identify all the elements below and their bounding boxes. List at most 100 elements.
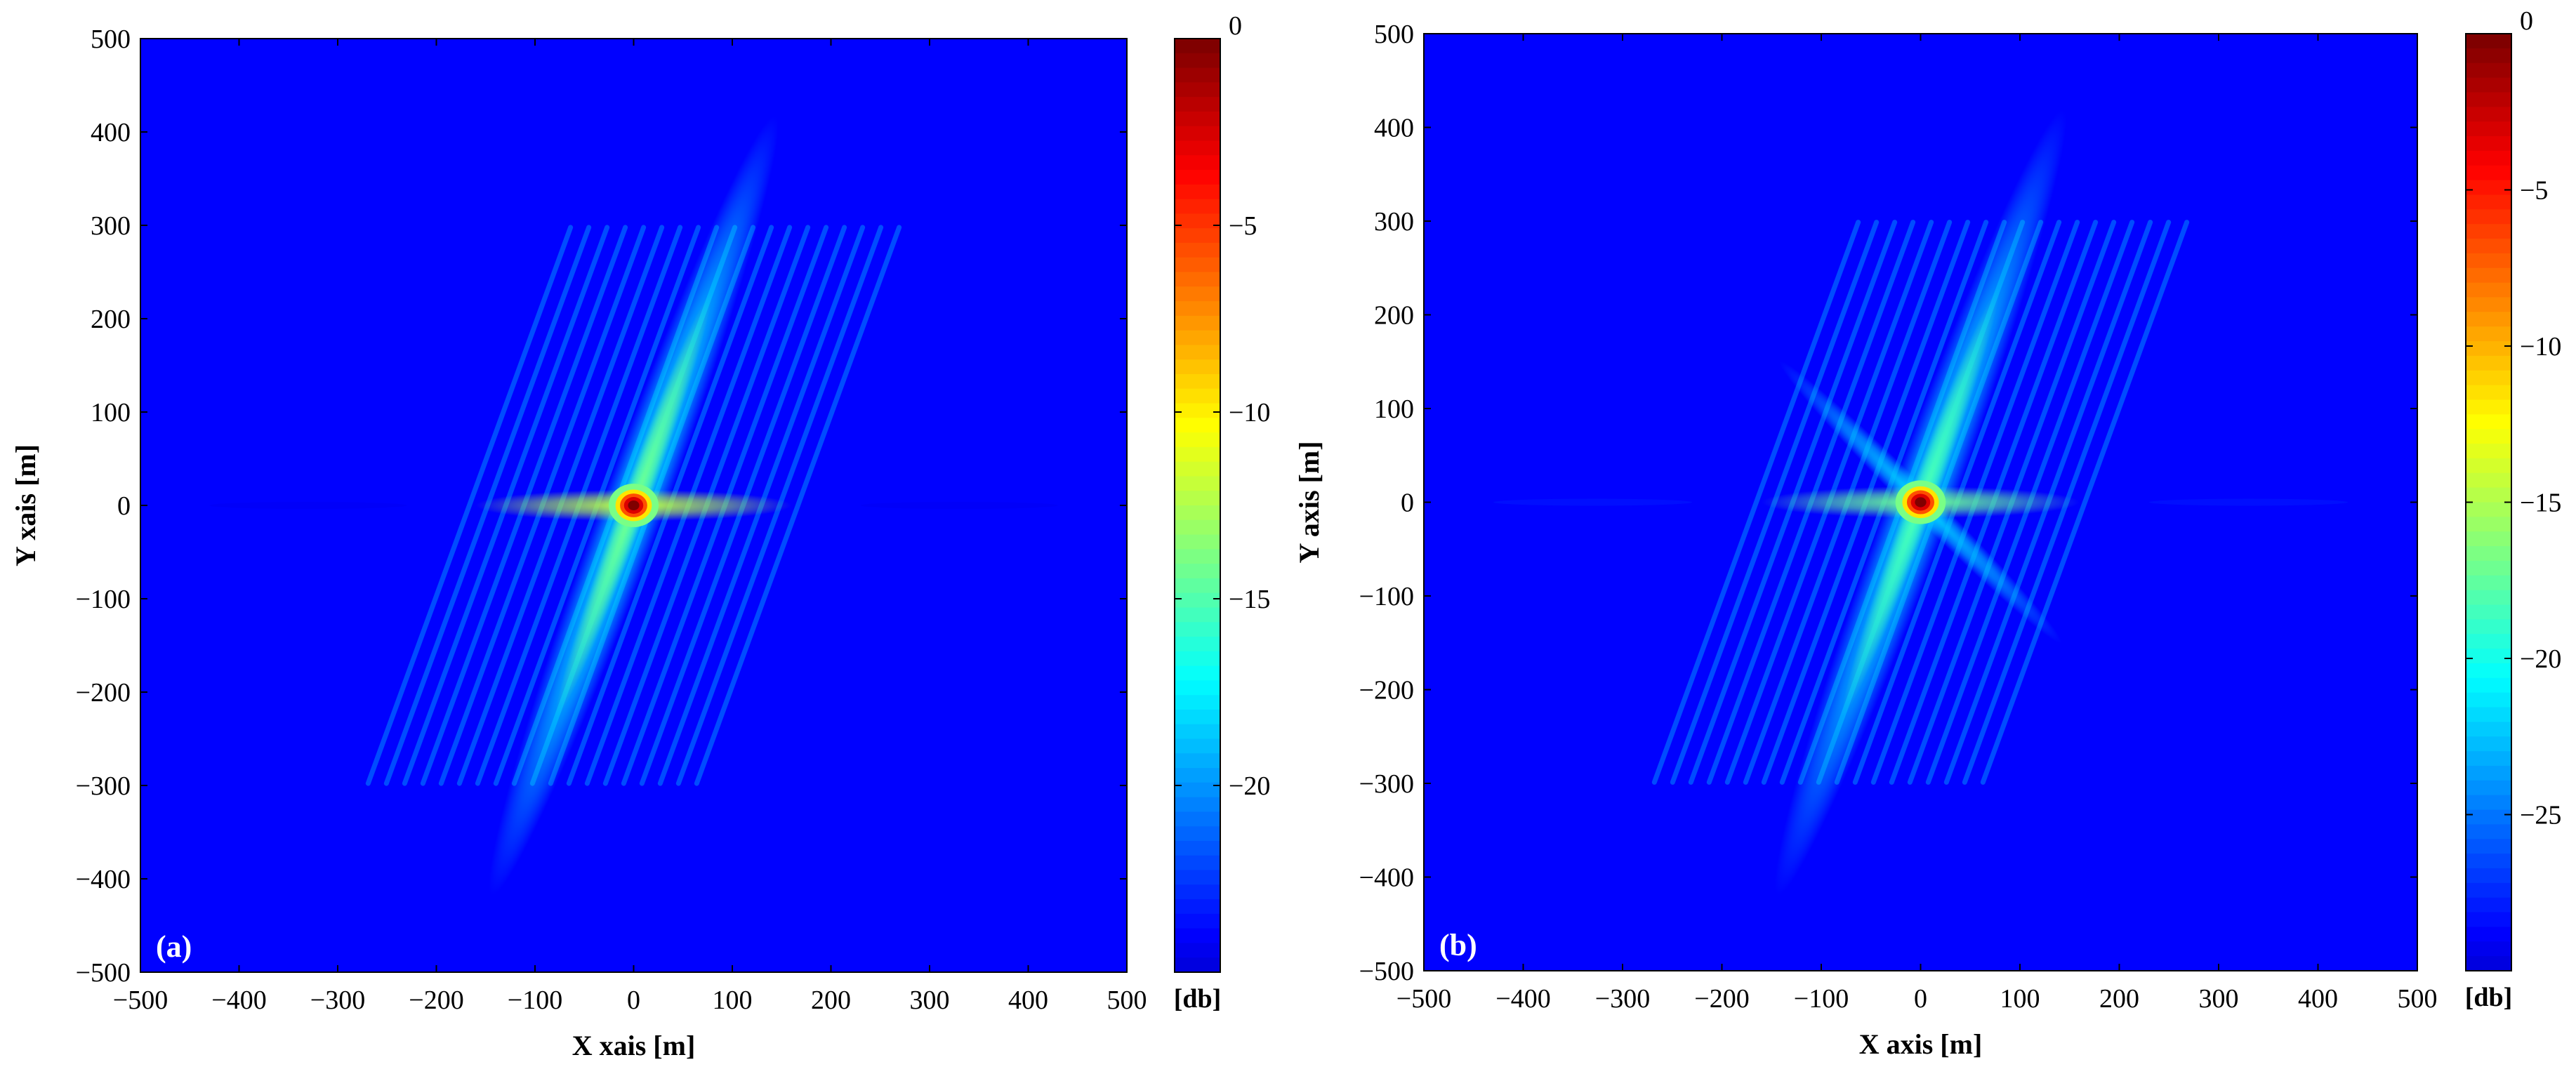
colorbar-segment (2466, 312, 2511, 328)
colorbar-segment (2466, 546, 2511, 562)
colorbar-segment (1175, 461, 1220, 477)
colorbar-segment (1175, 170, 1220, 185)
x-tick-label: 500 (1107, 986, 1147, 1015)
y-tick-label: −300 (76, 771, 131, 801)
x-tick-label: −200 (1694, 984, 1749, 1014)
y-tick-label: −100 (76, 585, 131, 614)
x-tick-label: 400 (1008, 986, 1048, 1015)
y-axis-label: Y xais [m] (10, 444, 41, 566)
colorbar-segment (1175, 519, 1220, 536)
x-tick-label: −100 (508, 986, 562, 1015)
colorbar-segment (1175, 140, 1220, 157)
y-tick-label: −500 (76, 958, 131, 988)
colorbar-segment (1175, 126, 1220, 142)
colorbar-segment (2466, 649, 2511, 664)
colorbar-segment (2466, 297, 2511, 313)
colorbar-segment (2466, 634, 2511, 650)
colorbar-segment (1175, 855, 1220, 871)
colorbar-segment (2466, 531, 2511, 548)
heatmap-layer (1493, 110, 2348, 895)
x-tick-label: 300 (910, 986, 950, 1015)
ripple-line (1980, 220, 2190, 785)
y-tick-label: 400 (91, 118, 131, 147)
colorbar-segment (2466, 487, 2511, 503)
colorbar-segment (1175, 257, 1220, 273)
panel-label: (b) (1439, 928, 1477, 962)
colorbar-segment (1175, 534, 1220, 550)
ripple-line (1651, 220, 1861, 785)
colorbar-segment (2466, 677, 2511, 694)
colorbar-segment (1175, 680, 1220, 696)
colorbar-segment (2466, 385, 2511, 401)
colorbar-segment (1175, 345, 1220, 361)
colorbar-segment (2466, 927, 2511, 943)
colorbar-segment (2466, 34, 2511, 49)
colorbar-segment (1175, 82, 1220, 98)
colorbar-tick-label: −20 (2520, 644, 2561, 674)
far-ghost (860, 502, 1058, 509)
heatmap-layer (209, 116, 1058, 895)
far-ghost (2148, 498, 2348, 506)
x-tick-label: 0 (627, 986, 640, 1015)
x-tick-label: 0 (1914, 984, 1927, 1014)
y-tick-label: 100 (91, 398, 131, 427)
colorbar-segment (2466, 604, 2511, 621)
x-tick-label: −400 (1495, 984, 1550, 1014)
x-tick-label: −200 (409, 986, 463, 1015)
x-axis-label: X axis [m] (1859, 1028, 1983, 1060)
colorbar-segment (1175, 607, 1220, 623)
colorbar-segment (2466, 663, 2511, 679)
colorbar-tick-label: 0 (2520, 6, 2533, 36)
colorbar: 0 −5 −10 −15 −20 −25 [db] (2465, 6, 2562, 1012)
colorbar-tick-label: −15 (2520, 489, 2561, 518)
colorbar-segment (1175, 446, 1220, 463)
colorbar-segment (2466, 62, 2511, 79)
colorbar-segment (2466, 107, 2511, 123)
colorbar-segment (2466, 414, 2511, 430)
panel-label: (a) (156, 929, 192, 964)
colorbar-segment (1175, 665, 1220, 682)
colorbar-segment (2466, 692, 2511, 708)
colorbar-segment (1175, 315, 1220, 331)
colorbar-segment (1175, 505, 1220, 521)
colorbar-tick-label: −20 (1229, 771, 1270, 801)
colorbar-segment (1175, 184, 1220, 200)
y-tick-label: 400 (1374, 114, 1414, 143)
colorbar-segment (1175, 578, 1220, 594)
x-tick-label: 200 (2099, 984, 2139, 1014)
colorbar-tick-label: −5 (1229, 211, 1257, 241)
colorbar-tick-label: −5 (2520, 176, 2548, 206)
colorbar-segment (1175, 432, 1220, 448)
colorbar-segment (1175, 637, 1220, 652)
colorbar-segment (2466, 458, 2511, 474)
colorbar-segment (2466, 560, 2511, 576)
colorbar-segment (2466, 48, 2511, 64)
x-axis-label: X xais [m] (572, 1030, 696, 1061)
colorbar-segment (1175, 330, 1220, 346)
colorbar-segment (2466, 282, 2511, 298)
colorbar-segment (2466, 267, 2511, 284)
colorbar: 0 −5 −10 −15 −20 [db] (1174, 11, 1271, 1014)
colorbar-segment (2466, 707, 2511, 723)
colorbar-segment (2466, 77, 2511, 93)
colorbar-segment (1175, 373, 1220, 390)
colorbar-segment (2466, 722, 2511, 738)
colorbar-segment (1175, 301, 1220, 317)
colorbar-segment (1175, 272, 1220, 288)
colorbar-segment (2466, 897, 2511, 913)
colorbar-segment (1175, 928, 1220, 944)
colorbar-segment (1175, 97, 1220, 112)
colorbar-segment (2466, 868, 2511, 884)
main-lobe-ring (628, 500, 640, 511)
colorbar-segment (2466, 92, 2511, 108)
colorbar-segment (1175, 782, 1220, 798)
y-axis-label: Y axis [m] (1293, 441, 1325, 563)
colorbar-segment (1175, 403, 1220, 419)
panel-b: −500 −400 −300 −200 −100 0 100 200 300 400 5005004… (1293, 6, 2561, 1060)
x-tick-label: 100 (2000, 984, 2040, 1014)
colorbar-segment (1175, 884, 1220, 901)
colorbar-segment (2466, 854, 2511, 869)
colorbar-segment (1175, 418, 1220, 434)
x-tick-label: −500 (1396, 984, 1451, 1014)
colorbar-segment (1175, 753, 1220, 769)
